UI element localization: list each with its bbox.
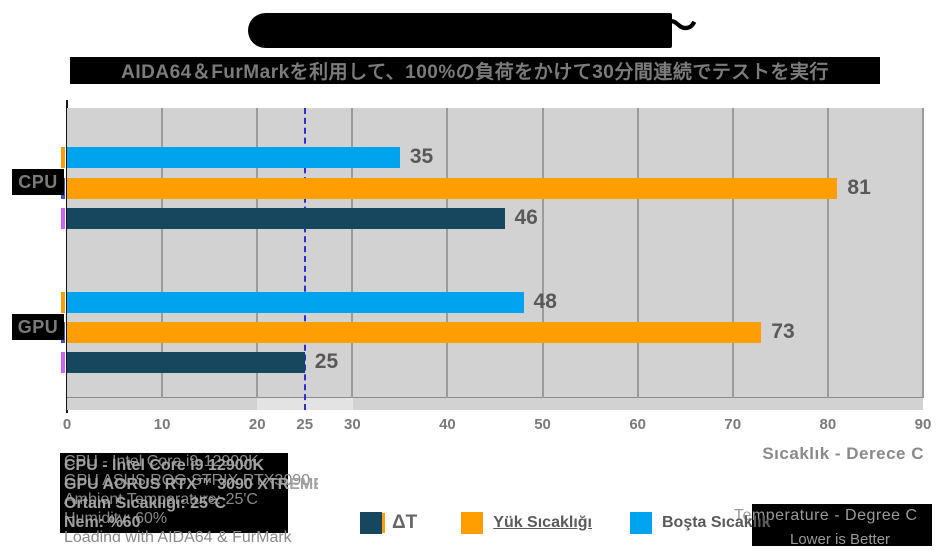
spec-tr-cpu: CPU - Intel Core i9 12900K xyxy=(64,457,265,474)
gridline-70 xyxy=(731,108,734,398)
x-tick-60: 60 xyxy=(629,416,646,433)
x-tick-50: 50 xyxy=(534,416,551,433)
title-black-bar xyxy=(248,13,672,48)
bar-value-cpu-1: 81 xyxy=(847,176,871,199)
bar-value-gpu-2: 25 xyxy=(314,350,339,373)
legend-swatch-load-temp xyxy=(461,512,484,534)
spec-en-gpu: GPU ASUS ROG STRIX RTX3090 xyxy=(64,472,311,489)
gridline-30 xyxy=(351,108,354,398)
x-tick-70: 70 xyxy=(724,416,742,433)
specs-black-box xyxy=(60,453,288,533)
x-tick-80: 80 xyxy=(819,416,837,433)
spec-tr-nem: Nem: %60 xyxy=(64,514,141,531)
gridline-20 xyxy=(256,108,259,398)
gridline-10 xyxy=(161,108,164,398)
legend-swatch-delta-t xyxy=(360,512,385,534)
spec-en-cpu: CPU - Intel Core i9-12900K xyxy=(64,453,259,470)
reference-line-25 xyxy=(303,108,306,410)
legend-back-sliver xyxy=(382,513,385,533)
category-label-cpu: CPU xyxy=(18,171,58,192)
title-tilde-glyph: ～ xyxy=(659,6,698,48)
legend-swatch-idle-temp xyxy=(629,512,652,534)
x-tick-40: 40 xyxy=(439,416,456,433)
x-tick-10: 10 xyxy=(153,416,171,433)
legend: ΔT Yük Sıcaklığı Boşta Sıcaklık xyxy=(360,509,808,537)
category-chip-gpu: GPU xyxy=(12,314,64,340)
spec-en-ambient: Ambient Temperature: 25'C xyxy=(64,491,258,508)
category-label-gpu: GPU xyxy=(17,316,59,337)
plot-bottom-border xyxy=(67,397,923,398)
back-bar-sliver-cpu-2 xyxy=(61,208,65,229)
x-axis-title-english-line2: Lower is Better xyxy=(790,531,891,546)
bar-cpu-1 xyxy=(67,178,838,199)
legend-label-load-temp: Yük Sıcaklığı xyxy=(493,514,592,531)
x-axis-title-english-wrap: Temperature - Degree C Lower is Better xyxy=(700,500,944,546)
back-bar-sliver-cpu-0 xyxy=(61,147,65,168)
spec-tr-gpu: GPU AORUS RTX™ 3090 XTREME xyxy=(64,476,318,493)
spec-en-loading: Loading with AIDA64 & FurMark xyxy=(64,529,292,542)
x-axis-title-english: Temperature - Degree C xyxy=(734,507,918,524)
legend-label-idle-temp: Boşta Sıcaklık xyxy=(661,514,771,531)
bar-gpu-1 xyxy=(67,322,762,343)
bar-cpu-2 xyxy=(67,208,505,229)
back-bar-sliver-gpu-0 xyxy=(61,292,65,313)
bar-value-gpu-0: 48 xyxy=(533,290,557,313)
plot-area: 0 10 20 25 30 40 50 60 70 80 90 35 81 46 48 73 25 xyxy=(61,108,931,433)
x-tick-0: 0 xyxy=(62,416,72,433)
x-tick-90: 90 xyxy=(914,416,932,433)
x-axis-title-turkish: Sıcaklık - Derece C xyxy=(762,444,924,463)
subtitle-band: AIDA64＆FurMarkを利用して、100%の負荷をかけて30分間連続でテス… xyxy=(70,57,880,84)
gridline-60 xyxy=(636,108,639,398)
gridline-50 xyxy=(541,108,544,398)
bar-value-gpu-1: 73 xyxy=(771,320,795,343)
gridline-40 xyxy=(446,108,449,398)
x-tick-25: 25 xyxy=(296,416,314,433)
x-tick-20: 20 xyxy=(248,416,266,433)
bar-value-cpu-2: 46 xyxy=(514,206,538,229)
bar-gpu-2 xyxy=(67,352,305,373)
specs-overlay: CPU - Intel Core i9-12900K GPU ASUS ROG … xyxy=(58,450,318,542)
spec-tr-ortam: Ortam Sıcaklığı: 25°C xyxy=(64,495,227,512)
subtitle-text: AIDA64＆FurMarkを利用して、100%の負荷をかけて30分間連続でテス… xyxy=(121,62,829,83)
gridline-80 xyxy=(826,108,829,398)
bar-gpu-0 xyxy=(67,292,524,313)
category-chip-cpu: CPU xyxy=(12,169,64,195)
spec-en-humidity: Humidity: 60% xyxy=(64,510,168,527)
back-bar-sliver-gpu-2 xyxy=(61,352,65,373)
bar-cpu-0 xyxy=(67,147,400,168)
gridline-90 xyxy=(922,108,924,398)
bar-value-cpu-0: 35 xyxy=(409,145,434,168)
legend-label-delta-t: ΔT xyxy=(392,512,418,533)
x-axis-title-english-box xyxy=(752,504,932,546)
x-tick-30: 30 xyxy=(343,416,361,433)
